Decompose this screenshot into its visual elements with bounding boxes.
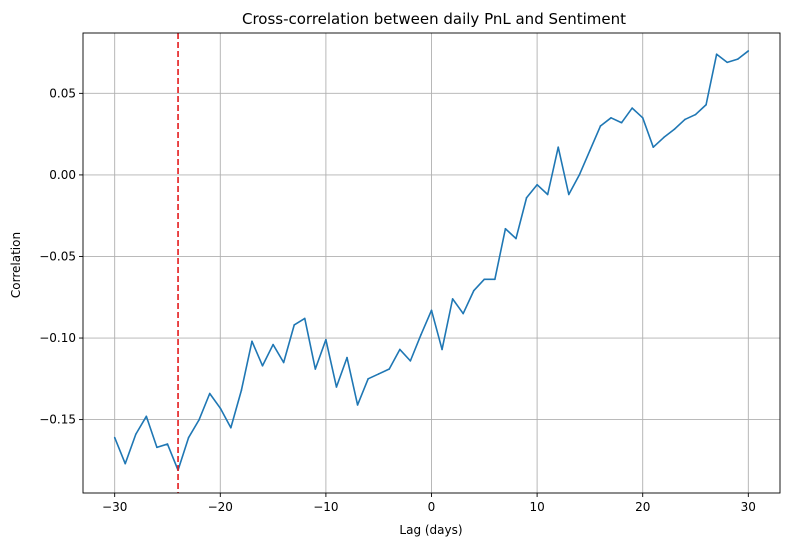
data-point [420, 333, 422, 336]
data-point [430, 309, 433, 312]
data-point [303, 317, 306, 320]
data-point [673, 128, 676, 131]
data-point [515, 237, 517, 240]
data-point [113, 436, 116, 439]
data-point [187, 436, 190, 439]
y-tick-label: −0.05 [39, 249, 76, 263]
grid-lines [83, 33, 780, 493]
data-point [578, 174, 581, 176]
x-tick-label: 10 [529, 500, 544, 514]
y-axis-ticks: −0.15 −0.10 −0.05 0.00 0.05 [39, 86, 83, 427]
data-point [198, 418, 200, 421]
data-point [293, 324, 296, 326]
y-axis-label: Correlation [9, 232, 23, 298]
data-point [684, 118, 686, 121]
x-tick-label: −10 [313, 500, 338, 514]
data-point [156, 446, 158, 449]
chart-title: Cross-correlation between daily PnL and … [242, 10, 626, 28]
data-point [715, 53, 718, 56]
y-tick-label: 0.00 [49, 168, 76, 182]
x-tick-label: 0 [428, 500, 436, 514]
data-point [335, 386, 338, 388]
data-point [166, 443, 169, 445]
data-point [261, 364, 264, 367]
data-point [567, 193, 570, 196]
data-point [240, 389, 243, 392]
x-axis-ticks: −30 −20 −10 0 10 20 30 [102, 493, 756, 514]
data-point [557, 146, 560, 148]
data-point [399, 348, 401, 351]
data-point [736, 58, 739, 60]
data-point [589, 149, 591, 152]
data-point [356, 404, 359, 406]
data-point [705, 103, 707, 106]
data-point [536, 183, 538, 186]
data-point [451, 298, 454, 300]
data-point [694, 113, 697, 116]
x-tick-label: 30 [741, 500, 756, 514]
data-point [441, 348, 443, 351]
data-point [272, 343, 274, 346]
data-point [135, 433, 137, 436]
data-point [145, 415, 148, 418]
data-point [641, 117, 644, 119]
data-point [546, 193, 549, 196]
data-point [325, 338, 327, 341]
data-point [230, 426, 232, 429]
data-point [251, 340, 253, 343]
data-point [620, 121, 623, 124]
x-tick-label: −30 [102, 500, 127, 514]
data-point [599, 125, 602, 127]
series-layer [113, 50, 750, 471]
data-point [472, 289, 475, 292]
data-point [483, 278, 486, 281]
data-point [462, 312, 464, 315]
data-point [367, 378, 369, 380]
x-tick-label: −20 [208, 500, 233, 514]
data-point [388, 368, 391, 370]
x-axis-label: Lag (days) [399, 523, 462, 537]
data-point [747, 50, 750, 52]
data-point [282, 361, 285, 364]
data-point [346, 356, 348, 359]
y-tick-label: −0.10 [39, 331, 76, 345]
data-point [652, 146, 655, 148]
data-point [377, 373, 380, 375]
data-point [631, 107, 633, 109]
x-tick-label: 20 [635, 500, 650, 514]
data-point [610, 117, 612, 119]
y-tick-label: −0.15 [39, 413, 76, 427]
y-tick-label: 0.05 [49, 86, 76, 100]
data-point [314, 368, 317, 370]
data-point [726, 61, 728, 64]
data-point [504, 227, 507, 230]
data-point [219, 407, 222, 409]
data-point [409, 360, 412, 362]
data-point [525, 196, 528, 199]
data-point [494, 278, 496, 281]
data-point [208, 392, 211, 395]
data-point [663, 136, 665, 139]
data-point [124, 462, 127, 465]
